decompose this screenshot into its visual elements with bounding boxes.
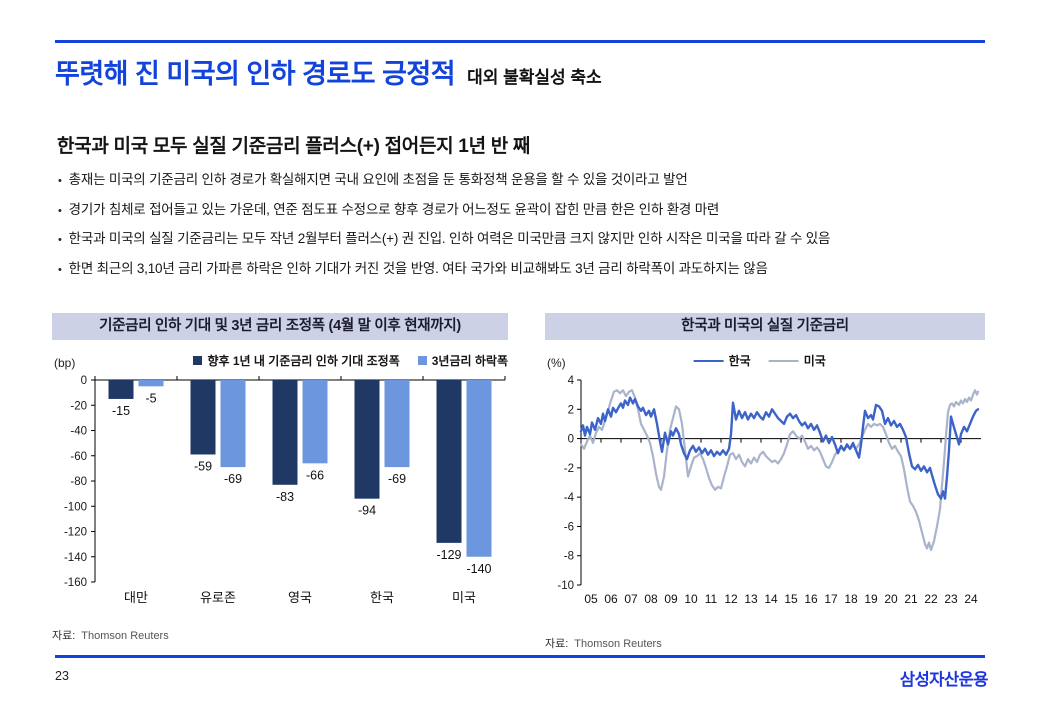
svg-text:0: 0 — [81, 375, 87, 387]
svg-text:-40: -40 — [70, 426, 87, 438]
line-chart-meta: (%) 한국 미국 — [545, 348, 985, 370]
svg-text:20: 20 — [884, 592, 898, 606]
svg-text:23: 23 — [944, 592, 958, 606]
svg-text:-83: -83 — [276, 490, 294, 504]
svg-text:0: 0 — [568, 434, 574, 446]
bottom-rule — [55, 655, 985, 658]
svg-text:24: 24 — [964, 592, 978, 606]
svg-text:-69: -69 — [224, 472, 242, 486]
title-row: 뚜렷해 진 미국의 인하 경로도 긍정적 대외 불확실성 축소 — [55, 52, 602, 91]
bullet-item: • 한국과 미국의 실질 기준금리는 모두 작년 2월부터 플러스(+) 권 진입… — [58, 231, 831, 246]
bullet-list: • 총재는 미국의 기준금리 인하 경로가 확실해지면 국내 요인에 초점을 둔 … — [58, 166, 993, 284]
legend-item: 미국 — [768, 352, 826, 369]
bar-chart-unit-label: (bp) — [54, 356, 76, 370]
svg-text:-15: -15 — [112, 404, 130, 418]
svg-text:06: 06 — [604, 592, 618, 606]
legend-line-icon — [693, 359, 724, 362]
svg-text:-10: -10 — [557, 580, 574, 592]
svg-text:-8: -8 — [564, 551, 574, 563]
svg-text:15: 15 — [784, 592, 798, 606]
svg-text:대만: 대만 — [124, 590, 148, 605]
svg-text:유로존: 유로존 — [200, 590, 236, 605]
svg-text:09: 09 — [664, 592, 678, 606]
svg-text:-6: -6 — [564, 521, 574, 533]
svg-text:-140: -140 — [64, 552, 87, 564]
svg-text:4: 4 — [568, 375, 575, 387]
svg-text:한국: 한국 — [370, 590, 394, 605]
legend-item: 한국 — [693, 352, 751, 369]
bar-chart-title: 기준금리 인하 기대 및 3년 금리 조정폭 (4월 말 이후 현재까지) — [52, 313, 508, 340]
source-prefix: 자료: — [52, 630, 76, 642]
bullet-marker: • — [58, 234, 62, 246]
svg-text:-2: -2 — [564, 463, 574, 475]
source-name: Thomson Reuters — [81, 630, 169, 642]
legend-swatch-icon — [417, 356, 427, 365]
page-subtitle: 대외 불확실성 축소 — [467, 68, 602, 87]
line-chart-source: 자료: Thomson Reuters — [545, 635, 985, 651]
svg-text:18: 18 — [844, 592, 858, 606]
legend-item: 3년금리 하락폭 — [417, 352, 508, 369]
page-title: 뚜렷해 진 미국의 인하 경로도 긍정적 — [55, 59, 456, 89]
svg-text:-100: -100 — [64, 501, 87, 513]
svg-text:-129: -129 — [436, 548, 461, 562]
svg-text:2: 2 — [568, 404, 574, 416]
svg-text:10: 10 — [684, 592, 698, 606]
svg-text:08: 08 — [644, 592, 658, 606]
svg-text:-66: -66 — [306, 468, 324, 482]
svg-text:21: 21 — [904, 592, 918, 606]
svg-text:-59: -59 — [194, 459, 212, 473]
svg-text:11: 11 — [705, 592, 718, 606]
legend-line-icon — [768, 359, 799, 362]
svg-text:-69: -69 — [388, 472, 406, 486]
svg-text:13: 13 — [744, 592, 758, 606]
svg-text:-60: -60 — [70, 451, 87, 463]
bar-chart-panel: 기준금리 인하 기대 및 3년 금리 조정폭 (4월 말 이후 현재까지) (b… — [52, 313, 508, 643]
bar-chart-meta: (bp) 향후 1년 내 기준금리 인하 기대 조정폭 3년금리 하락폭 — [52, 348, 508, 370]
bar-chart-source: 자료: Thomson Reuters — [52, 627, 508, 643]
top-rule — [55, 40, 985, 43]
svg-text:-5: -5 — [145, 391, 156, 405]
bullet-item: • 경기가 침체로 접어들고 있는 가운데, 연준 점도표 수정으로 향후 경로가… — [58, 201, 720, 217]
svg-text:-120: -120 — [64, 527, 87, 539]
svg-text:-160: -160 — [64, 577, 87, 589]
svg-text:-80: -80 — [70, 476, 87, 488]
source-name: Thomson Reuters — [574, 638, 662, 650]
svg-text:17: 17 — [824, 592, 838, 606]
svg-text:미국: 미국 — [452, 590, 476, 605]
section-heading: 한국과 미국 모두 실질 기준금리 플러스(+) 접어든지 1년 반 째 — [57, 136, 531, 157]
legend-item: 향후 1년 내 기준금리 인하 기대 조정폭 — [193, 352, 400, 369]
line-chart-title: 한국과 미국의 실질 기준금리 — [545, 313, 985, 340]
line-chart-unit-label: (%) — [547, 356, 566, 370]
bar-chart-legend: 향후 1년 내 기준금리 인하 기대 조정폭 3년금리 하락폭 — [193, 352, 508, 369]
company-logo: 삼성자산운용 — [899, 671, 989, 689]
svg-text:-20: -20 — [70, 400, 87, 412]
svg-text:-4: -4 — [564, 492, 575, 504]
svg-text:05: 05 — [584, 592, 598, 606]
line-chart-panel: 한국과 미국의 실질 기준금리 (%) 한국 미국 4 2 0 -2 -4 -6 -8 -10 0… — [545, 313, 985, 651]
svg-text:14: 14 — [764, 592, 778, 606]
bullet-marker: • — [58, 204, 62, 217]
bullet-marker: • — [58, 175, 62, 187]
svg-text:07: 07 — [624, 592, 638, 606]
svg-text:12: 12 — [724, 592, 738, 606]
source-prefix: 자료: — [545, 638, 569, 650]
svg-text:영국: 영국 — [288, 590, 312, 605]
svg-text:19: 19 — [864, 592, 878, 606]
bullet-marker: • — [58, 263, 62, 276]
page-number: 23 — [55, 669, 69, 683]
bar-chart-svg: 0-20-40-60-80-100-120-140-160-15-5대만-59-… — [64, 375, 506, 605]
svg-text:-94: -94 — [358, 504, 376, 518]
bullet-item: • 총재는 미국의 기준금리 인하 경로가 확실해지면 국내 요인에 초점을 둔 … — [58, 172, 688, 187]
bullet-item: • 한면 최근의 3,10년 금리 가파른 하락은 인하 기대가 커진 것을 반영… — [58, 260, 768, 276]
svg-text:22: 22 — [924, 592, 938, 606]
svg-text:-140: -140 — [466, 562, 491, 576]
svg-text:16: 16 — [804, 592, 818, 606]
legend-swatch-icon — [193, 356, 203, 365]
line-chart-legend: 한국 미국 — [693, 352, 826, 369]
